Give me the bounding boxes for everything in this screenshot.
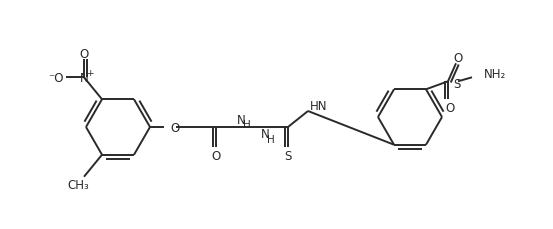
Text: N: N xyxy=(80,71,88,85)
Text: O: O xyxy=(453,52,463,65)
Text: S: S xyxy=(453,77,461,90)
Text: ⁻O: ⁻O xyxy=(48,71,64,85)
Text: O: O xyxy=(80,48,88,60)
Text: CH₃: CH₃ xyxy=(67,178,89,191)
Text: N: N xyxy=(237,114,246,127)
Text: H: H xyxy=(267,134,275,144)
Text: N: N xyxy=(260,128,269,141)
Text: O: O xyxy=(445,101,455,114)
Text: +: + xyxy=(86,68,94,77)
Text: S: S xyxy=(284,149,291,162)
Text: O: O xyxy=(170,121,179,134)
Text: HN: HN xyxy=(310,99,327,112)
Text: O: O xyxy=(211,149,221,162)
Text: NH₂: NH₂ xyxy=(484,68,506,80)
Text: H: H xyxy=(243,120,251,129)
